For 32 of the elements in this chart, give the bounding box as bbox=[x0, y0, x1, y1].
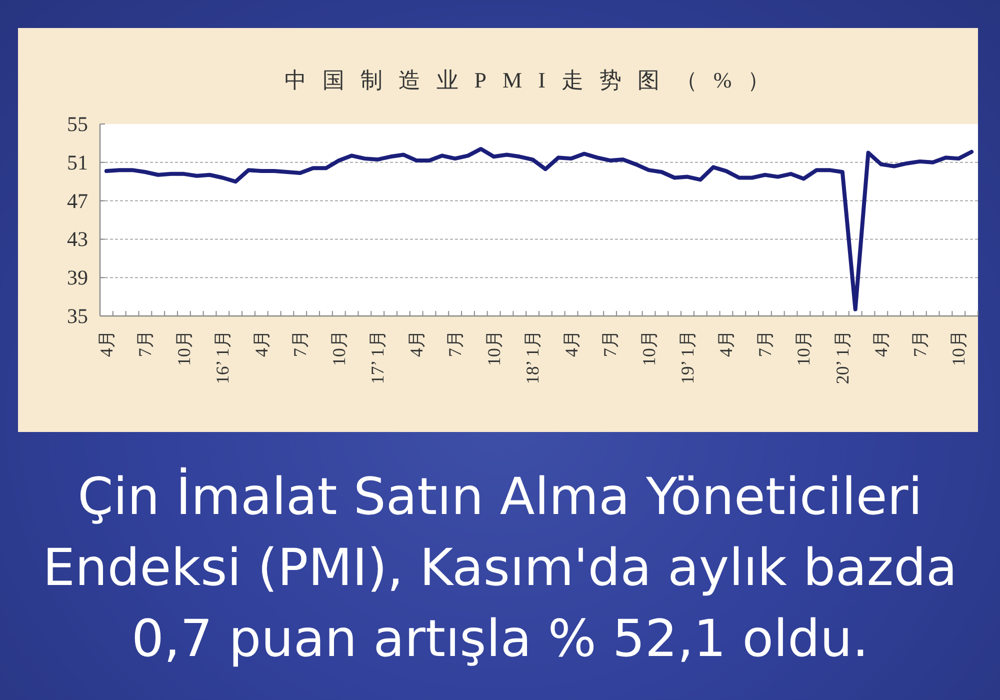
y-tick-label: 51 bbox=[67, 150, 88, 174]
x-tick-label: 4月 bbox=[871, 330, 892, 357]
x-tick-label: 4月 bbox=[561, 330, 582, 357]
x-tick-label: 10月 bbox=[484, 330, 504, 366]
y-tick-label: 39 bbox=[67, 266, 88, 290]
x-tick-label: 10月 bbox=[328, 330, 349, 366]
x-tick-label: 4月 bbox=[96, 330, 116, 357]
y-tick-label: 43 bbox=[67, 227, 88, 252]
x-tick-label: 10月 bbox=[794, 330, 814, 366]
y-tick-label: 35 bbox=[67, 304, 88, 328]
x-tick-label: 19’ 1月 bbox=[677, 330, 698, 384]
x-tick-label: 10月 bbox=[948, 330, 969, 366]
x-tick-label: 10月 bbox=[174, 330, 194, 366]
x-tick-label: 7月 bbox=[290, 330, 310, 357]
x-tick-label: 4月 bbox=[716, 330, 736, 357]
x-tick-label: 7月 bbox=[754, 330, 775, 357]
x-tick-label: 7月 bbox=[135, 330, 156, 357]
x-tick-label: 10月 bbox=[638, 330, 659, 366]
y-tick-label: 47 bbox=[67, 188, 88, 213]
x-tick-label: 7月 bbox=[910, 330, 930, 357]
x-tick-label: 7月 bbox=[445, 330, 466, 357]
x-tick-label: 4月 bbox=[251, 330, 272, 357]
chart-title: 中国制造业PMI走势图（%） bbox=[284, 68, 786, 92]
x-tick-label: 17’ 1月 bbox=[368, 330, 388, 384]
text: Çin İmalat Satın Alma Yöneticileri Endeksi (PMI), Kasım'da aylık bazda 0,7 puan artışla % 52,1 oldu. bbox=[42, 466, 958, 671]
y-tick-label: 55 bbox=[67, 112, 88, 136]
x-tick-label: 4月 bbox=[406, 330, 426, 357]
x-tick-label: 16’ 1月 bbox=[212, 330, 233, 384]
x-tick-label: 18’ 1月 bbox=[522, 330, 543, 384]
x-tick-label: 7月 bbox=[600, 330, 620, 357]
line-series bbox=[104, 146, 974, 312]
x-tick-label: 20’ 1月 bbox=[832, 330, 852, 384]
